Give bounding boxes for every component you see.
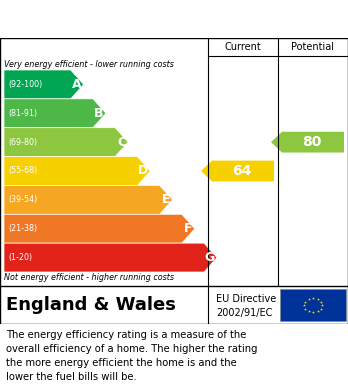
Text: 64: 64 (232, 164, 251, 178)
Text: (55-68): (55-68) (8, 167, 37, 176)
Text: England & Wales: England & Wales (6, 296, 176, 314)
Text: The energy efficiency rating is a measure of the: The energy efficiency rating is a measur… (6, 330, 246, 340)
Text: (39-54): (39-54) (8, 196, 37, 204)
Bar (280, 289, 346, 321)
Text: Current: Current (224, 42, 261, 52)
Polygon shape (4, 156, 150, 185)
Text: E: E (162, 194, 171, 206)
Text: D: D (138, 165, 148, 178)
Text: (21-38): (21-38) (8, 224, 37, 233)
Text: A: A (72, 78, 82, 91)
Text: (92-100): (92-100) (8, 80, 42, 89)
Text: (1-20): (1-20) (8, 253, 32, 262)
Text: overall efficiency of a home. The higher the rating: overall efficiency of a home. The higher… (6, 344, 258, 354)
Polygon shape (4, 214, 195, 243)
Polygon shape (4, 243, 217, 272)
Text: (81-91): (81-91) (8, 109, 37, 118)
Text: 80: 80 (302, 135, 321, 149)
Text: Potential: Potential (292, 42, 334, 52)
Text: EU Directive: EU Directive (216, 294, 276, 304)
Polygon shape (4, 70, 84, 99)
Text: F: F (184, 222, 193, 235)
Text: 2002/91/EC: 2002/91/EC (216, 308, 272, 318)
Text: Energy Efficiency Rating: Energy Efficiency Rating (7, 11, 228, 27)
Text: B: B (94, 107, 104, 120)
Text: C: C (117, 136, 126, 149)
Polygon shape (4, 185, 173, 214)
Text: Very energy efficient - lower running costs: Very energy efficient - lower running co… (4, 60, 174, 69)
Polygon shape (4, 128, 128, 156)
Polygon shape (201, 161, 274, 181)
Polygon shape (4, 99, 106, 128)
Text: Not energy efficient - higher running costs: Not energy efficient - higher running co… (4, 273, 174, 282)
Text: (69-80): (69-80) (8, 138, 37, 147)
Polygon shape (271, 132, 344, 152)
Text: the more energy efficient the home is and the: the more energy efficient the home is an… (6, 358, 237, 368)
Text: G: G (205, 251, 215, 264)
Text: lower the fuel bills will be.: lower the fuel bills will be. (6, 372, 137, 382)
